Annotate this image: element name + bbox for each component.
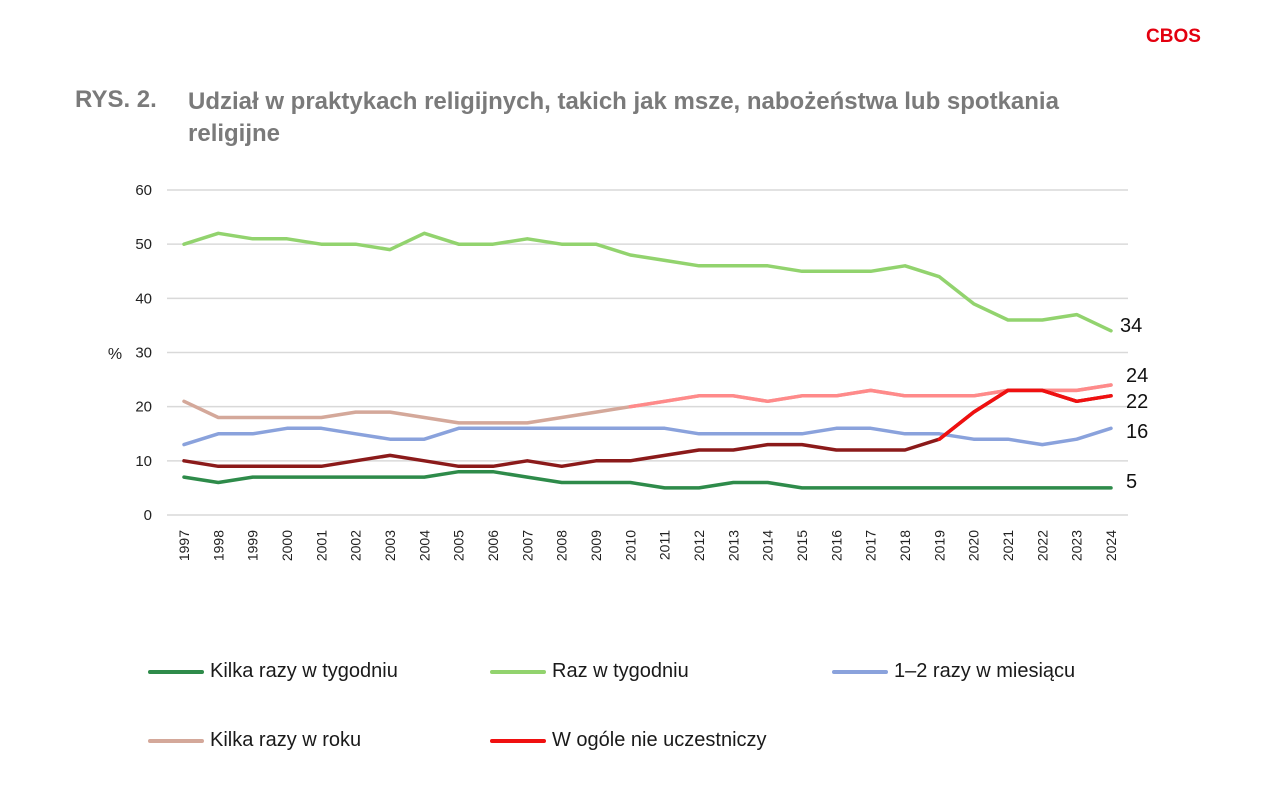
legend-item: 1–2 razy w miesiącu xyxy=(832,660,1075,683)
x-tick-label: 2005 xyxy=(451,530,467,561)
series-line-recent-4 xyxy=(937,388,1113,441)
x-tick-label: 2006 xyxy=(485,530,501,561)
y-tick-label: 40 xyxy=(135,290,152,307)
x-tick-label: 2012 xyxy=(691,530,707,561)
x-tick-label: 1998 xyxy=(210,530,226,561)
y-axis-label: % xyxy=(108,346,122,363)
legend-item: Raz w tygodniu xyxy=(490,660,689,683)
x-tick-label: 2020 xyxy=(966,530,982,561)
x-tick-label: 2018 xyxy=(897,530,913,561)
brand-logo: CBOS xyxy=(1146,26,1201,47)
x-tick-label: 2008 xyxy=(554,530,570,561)
end-value-label: 34 xyxy=(1120,315,1142,337)
y-tick-label: 60 xyxy=(135,182,152,199)
x-tick-label: 2009 xyxy=(588,530,604,561)
x-tick-label: 2016 xyxy=(828,530,844,561)
x-tick-label: 2021 xyxy=(1000,530,1016,561)
x-tick-label: 2022 xyxy=(1034,530,1050,561)
x-tick-label: 2011 xyxy=(657,530,673,560)
figure-title: Udział w praktykach religijnych, takich … xyxy=(188,88,1059,147)
x-tick-label: 2023 xyxy=(1069,530,1085,561)
legend-swatch xyxy=(490,669,546,674)
series-line-recent-3 xyxy=(628,383,1113,409)
x-tick-label: 2013 xyxy=(725,530,741,561)
x-tick-label: 2010 xyxy=(622,530,638,561)
end-value-label: 16 xyxy=(1126,421,1148,443)
legend-swatch xyxy=(148,738,204,743)
legend-label: Kilka razy w roku xyxy=(210,729,362,751)
legend-label: Kilka razy w tygodniu xyxy=(210,660,398,682)
series-line-0 xyxy=(182,469,1113,490)
legend-label: 1–2 razy w miesiącu xyxy=(894,660,1076,682)
y-tick-label: 50 xyxy=(135,236,152,253)
y-tick-label: 0 xyxy=(144,507,152,524)
x-tick-label: 1997 xyxy=(176,530,192,561)
x-tick-label: 2007 xyxy=(519,530,535,561)
x-tick-label: 2000 xyxy=(279,530,295,561)
x-tick-label: 2001 xyxy=(313,530,329,561)
x-tick-label: 2004 xyxy=(416,530,432,561)
end-value-label: 22 xyxy=(1126,391,1148,413)
x-tick-label: 2002 xyxy=(348,530,364,561)
end-value-label: 5 xyxy=(1126,471,1137,493)
series-line-2 xyxy=(182,426,1113,447)
y-tick-label: 10 xyxy=(135,453,152,470)
legend-swatch xyxy=(490,738,546,743)
legend-swatch xyxy=(148,669,204,674)
legend-item: Kilka razy w tygodniu xyxy=(148,660,398,683)
x-tick-label: 2017 xyxy=(863,530,879,561)
y-tick-label: 30 xyxy=(135,345,152,362)
x-tick-label: 2003 xyxy=(382,530,398,561)
figure-label: RYS. 2. xyxy=(75,86,157,113)
x-tick-label: 1999 xyxy=(245,530,261,561)
legend-swatch xyxy=(832,669,888,674)
legend-label: W ogóle nie uczestniczy xyxy=(552,729,767,751)
legend-item: Kilka razy w roku xyxy=(148,729,361,752)
series-line-1 xyxy=(182,231,1113,333)
legend-label: Raz w tygodniu xyxy=(552,660,689,682)
y-tick-label: 20 xyxy=(135,399,152,416)
end-value-label: 24 xyxy=(1126,365,1148,387)
x-tick-label: 2014 xyxy=(760,530,776,561)
x-tick-label: 2024 xyxy=(1103,530,1119,561)
x-tick-label: 2015 xyxy=(794,530,810,561)
x-tick-label: 2019 xyxy=(931,530,947,561)
legend-item: W ogóle nie uczestniczy xyxy=(490,729,767,752)
